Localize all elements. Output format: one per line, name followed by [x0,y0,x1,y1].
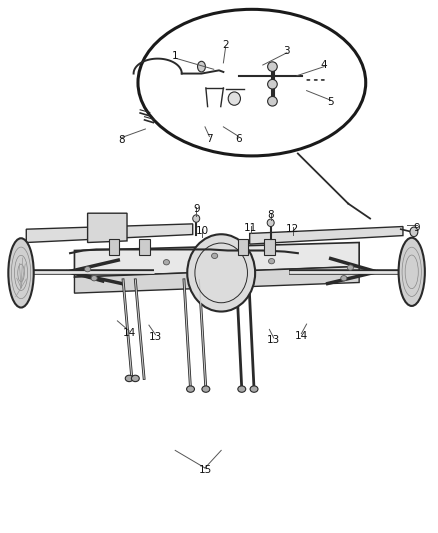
Text: 2: 2 [222,41,229,50]
Text: 7: 7 [206,134,213,143]
Text: 15: 15 [198,465,212,475]
Text: 4: 4 [321,60,328,70]
Ellipse shape [268,96,277,106]
Ellipse shape [347,265,353,270]
Ellipse shape [228,92,240,106]
Ellipse shape [399,238,425,306]
Text: 14: 14 [295,331,308,341]
Ellipse shape [193,215,200,222]
Ellipse shape [410,227,418,237]
Text: 6: 6 [235,134,242,143]
Ellipse shape [91,276,97,281]
Ellipse shape [198,61,205,72]
Bar [109,239,119,255]
Text: 3: 3 [283,46,290,55]
Polygon shape [74,266,359,293]
Polygon shape [250,227,403,244]
Bar [264,239,275,255]
Ellipse shape [268,259,275,264]
Bar [139,239,150,255]
Ellipse shape [268,79,277,89]
Ellipse shape [8,238,34,308]
Text: 11: 11 [244,223,257,233]
Bar [238,239,248,255]
Polygon shape [74,243,359,277]
Ellipse shape [341,276,347,281]
Ellipse shape [85,266,91,272]
Ellipse shape [267,219,274,227]
Text: 5: 5 [327,98,334,107]
Ellipse shape [212,253,218,259]
Ellipse shape [187,235,255,311]
Text: 1: 1 [172,51,179,61]
Ellipse shape [202,386,210,392]
Text: 13: 13 [149,332,162,342]
Ellipse shape [163,260,170,265]
Polygon shape [88,213,127,243]
Text: 12: 12 [286,224,299,234]
Text: 8: 8 [118,135,125,144]
Ellipse shape [187,386,194,392]
Ellipse shape [238,386,246,392]
Ellipse shape [250,386,258,392]
Text: 9: 9 [193,205,200,214]
Text: 8: 8 [267,210,274,220]
Ellipse shape [125,375,133,382]
Text: 9: 9 [413,223,420,232]
Text: 10: 10 [196,227,209,236]
Polygon shape [26,224,193,243]
Text: 13: 13 [267,335,280,345]
Ellipse shape [268,62,277,71]
Ellipse shape [131,375,139,382]
Text: 14: 14 [123,328,136,338]
